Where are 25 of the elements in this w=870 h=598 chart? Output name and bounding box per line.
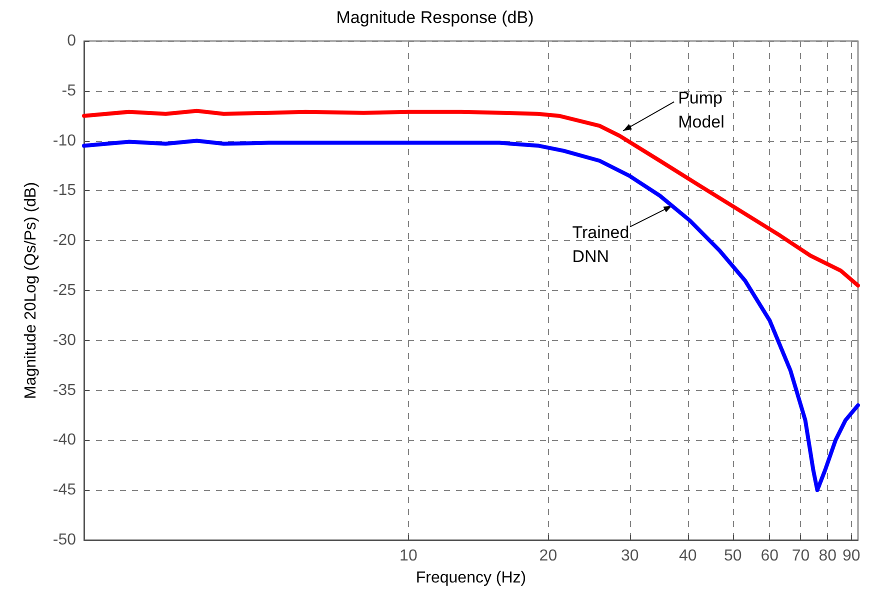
x-tick-label: 30 xyxy=(621,548,639,564)
x-tick-label: 80 xyxy=(818,548,837,564)
y-tick-label: 0 xyxy=(67,32,76,50)
chart-title: Magnitude Response (dB) xyxy=(336,8,534,27)
y-tick-label: -50 xyxy=(52,532,76,548)
y-tick-label: -15 xyxy=(52,182,76,200)
x-tick-label: 50 xyxy=(724,548,742,564)
y-axis-title: Magnitude 20Log (Qs/Ps) (dB) xyxy=(22,182,40,399)
y-tick-label: -20 xyxy=(52,232,76,250)
y-tick-label: -40 xyxy=(52,432,76,449)
y-tick-label: -30 xyxy=(52,332,76,349)
x-tick-label: 70 xyxy=(792,548,810,564)
y-tick-label: -10 xyxy=(52,132,76,150)
x-tick-label: 20 xyxy=(539,548,558,564)
y-tick-label: -35 xyxy=(52,382,76,399)
x-tick-label: 60 xyxy=(760,548,779,564)
annotation: Pump Model xyxy=(678,88,724,132)
y-tick-label: -5 xyxy=(62,82,76,100)
x-tick-label: 90 xyxy=(842,548,860,564)
y-tick-label: -45 xyxy=(52,482,76,499)
x-tick-label: 40 xyxy=(679,548,697,564)
x-axis-title: Frequency (Hz) xyxy=(416,570,526,586)
x-tick-label: 10 xyxy=(400,548,418,564)
annotation: Trained DNN xyxy=(572,223,630,266)
y-tick-label: -25 xyxy=(52,282,76,299)
